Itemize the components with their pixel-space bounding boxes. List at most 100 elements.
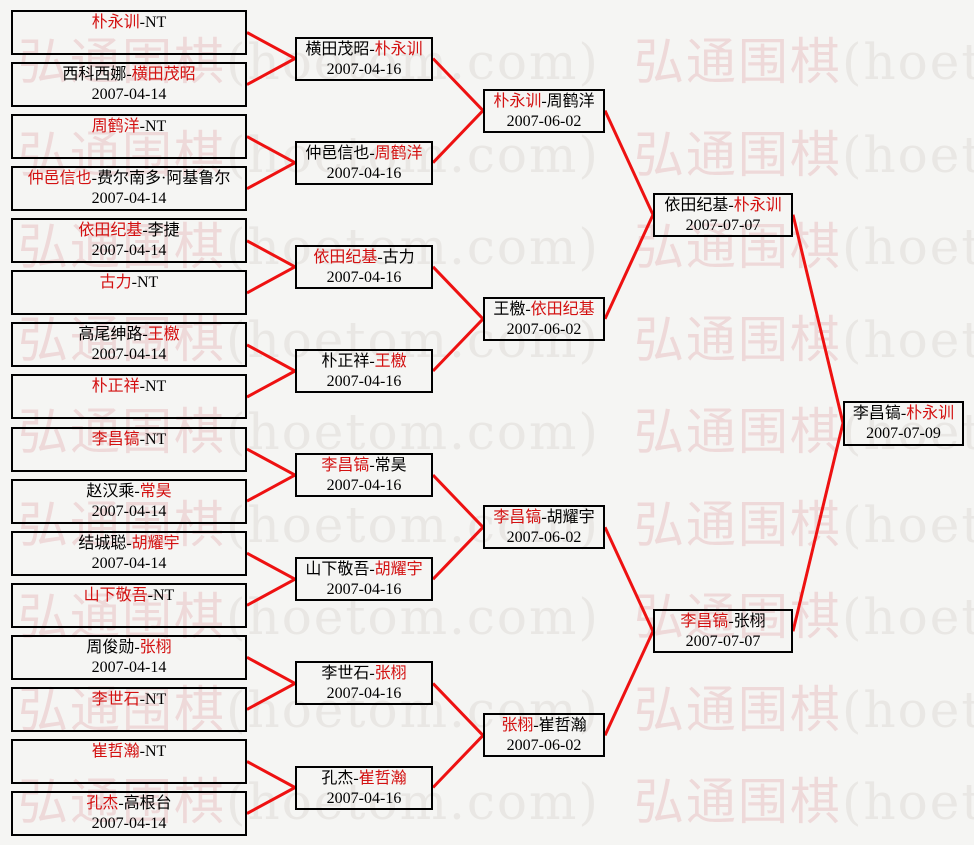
player1-name: 仲邑信也 [27,170,92,187]
player1-name: 西科西娜 [62,66,127,83]
match-date: 2007-04-16 [326,685,402,702]
match-date: 2007-04-16 [326,373,402,390]
watermark-text-cjk: 弘通围棋 [633,404,842,460]
match-date: 2007-06-02 [506,113,582,130]
match-box-round-of-32-remnant-13: 周俊勋-张栩 2007-04-14 [11,635,247,680]
watermark-row: 弘通围棋(hoetom.com)弘通围棋(hoetom.com) [18,314,974,366]
match-players: 李昌镐-NT [13,430,245,450]
player2-name: 常昊 [139,483,172,500]
bracket-connector-line [603,109,655,216]
watermark-text-latin: (hoetom.com) [226,403,600,461]
player2-name: 张栩 [374,665,407,682]
vs-separator: - [139,743,145,760]
player2-name: 胡耀宇 [546,509,595,526]
match-box-quarterfinals-1: 朴永训-周鹤洋 2007-06-02 [483,89,605,133]
watermark-text-cjk: 弘通围棋 [18,589,226,645]
player2-name: NT [153,587,175,604]
vs-separator: - [118,795,124,812]
vs-separator: - [525,301,531,318]
match-players: 周俊勋-张栩 [13,638,245,658]
bracket-connector-line [246,239,296,269]
vs-separator: - [126,535,132,552]
watermark-text-cjk: 弘通围棋 [18,681,226,738]
vs-separator: - [541,509,547,526]
bracket-connector-line [431,57,485,112]
match-players: 李昌镐-胡耀宇 [485,508,603,528]
player1-name: 李昌镐 [91,431,140,448]
bracket-connector-line [246,369,296,399]
watermark-text-cjk: 弘通围棋 [18,774,226,830]
match-box-quarterfinals-3: 李昌镐-胡耀宇 2007-06-02 [483,505,605,549]
match-box-quarterfinals-4: 张栩-崔哲瀚 2007-06-02 [483,713,605,757]
match-date: 2007-04-14 [91,86,167,103]
player2-name: 周鹤洋 [546,93,595,110]
player2-name: 周鹤洋 [374,145,423,162]
player2-name: NT [145,431,167,448]
bracket-connector-line [791,422,845,632]
bracket-connector-line [603,526,655,632]
vs-separator: - [369,353,375,370]
match-date: 2007-06-02 [506,321,582,338]
watermark-text-latin: (hoetom.com) [226,495,600,554]
bracket-connector-line [431,682,485,737]
vs-separator: - [369,561,375,578]
bracket-connector-line [431,109,485,164]
player2-name: NT [145,691,167,708]
vs-separator: - [369,41,375,58]
player2-name: NT [145,743,167,760]
match-players: 依田纪基-朴永训 [655,196,791,216]
bracket-connector-line [246,551,296,581]
match-date: 2007-04-14 [91,555,167,572]
player2-name: 李捷 [147,222,180,239]
vs-separator: - [533,717,539,734]
watermark-text-latin: (hoetom.com) [841,33,974,91]
match-box-final-1: 李昌镐-朴永训 2007-07-09 [843,401,964,446]
match-box-round-of-32-remnant-14: 李世石-NT [11,687,247,732]
bracket-connector-line [246,161,296,191]
player2-name: NT [145,14,167,31]
player2-name: NT [145,378,167,395]
player2-name: 胡耀宇 [131,535,180,552]
player2-name: 高根台 [123,795,172,812]
vs-separator: - [353,770,359,787]
player2-name: 胡耀宇 [374,561,423,578]
player1-name: 李昌镐 [852,405,901,422]
bracket-connector-line [246,57,296,86]
watermark-row: 弘通围棋(hoetom.com)弘通围棋(hoetom.com) [18,591,974,643]
watermark-row: 弘通围棋(hoetom.com)弘通围棋(hoetom.com) [18,499,974,551]
match-box-round-of-16-2: 仲邑信也-周鹤洋 2007-04-16 [295,141,433,185]
player2-name: 王檄 [147,326,180,343]
match-box-round-of-16-8: 孔杰-崔哲瀚 2007-04-16 [295,766,433,810]
match-players: 山下敬吾-胡耀宇 [297,560,431,580]
match-players: 王檄-依田纪基 [485,300,603,320]
player1-name: 李世石 [321,665,370,682]
player1-name: 李昌镐 [321,457,370,474]
player1-name: 孔杰 [321,770,354,787]
player2-name: NT [137,274,159,291]
watermark-text-cjk: 弘通围棋 [633,34,842,90]
match-players: 山下敬吾-NT [13,586,245,606]
match-box-round-of-32-remnant-11: 结城聪-胡耀宇 2007-04-14 [11,531,247,576]
vs-separator: - [139,118,145,135]
player2-name: 崔哲瀚 [538,717,587,734]
vs-separator: - [728,613,734,630]
watermark-text-cjk: 弘通围棋 [633,589,842,645]
match-box-round-of-32-remnant-5: 依田纪基-李捷 2007-04-14 [11,218,247,263]
watermark-text-latin: (hoetom.com) [226,680,600,739]
match-players: 朴永训-周鹤洋 [485,92,603,112]
bracket-connector-line [603,214,655,320]
match-box-round-of-32-remnant-1: 朴永训-NT [11,10,247,55]
bracket-connector-line [791,214,845,424]
match-box-round-of-32-remnant-3: 周鹤洋-NT [11,114,247,159]
bracket-connector-line [246,473,296,503]
player1-name: 孔杰 [86,795,119,812]
player1-name: 山下敬吾 [305,561,370,578]
vs-separator: - [900,405,907,422]
match-players: 赵汉乘-常昊 [13,482,245,502]
match-players: 依田纪基-李捷 [13,221,245,241]
match-box-round-of-32-remnant-9: 李昌镐-NT [11,427,247,472]
watermark-text-latin: (hoetom.com) [841,680,974,739]
match-box-quarterfinals-2: 王檄-依田纪基 2007-06-02 [483,297,605,341]
match-players: 李昌镐-朴永训 [845,404,962,424]
player1-name: 朴永训 [91,14,140,31]
